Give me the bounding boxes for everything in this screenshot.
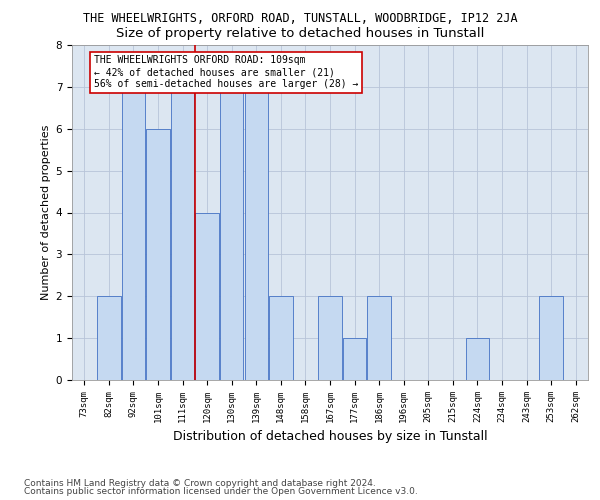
Bar	[122, 87, 145, 380]
Text: Size of property relative to detached houses in Tunstall: Size of property relative to detached ho…	[116, 28, 484, 40]
Text: Contains HM Land Registry data © Crown copyright and database right 2024.: Contains HM Land Registry data © Crown c…	[24, 478, 376, 488]
Text: THE WHEELWRIGHTS, ORFORD ROAD, TUNSTALL, WOODBRIDGE, IP12 2JA: THE WHEELWRIGHTS, ORFORD ROAD, TUNSTALL,…	[83, 12, 517, 26]
Bar	[466, 338, 489, 380]
Text: THE WHEELWRIGHTS ORFORD ROAD: 109sqm
← 42% of detached houses are smaller (21)
5: THE WHEELWRIGHTS ORFORD ROAD: 109sqm ← 4…	[94, 56, 358, 88]
Bar	[539, 296, 563, 380]
Bar	[245, 87, 268, 380]
X-axis label: Distribution of detached houses by size in Tunstall: Distribution of detached houses by size …	[173, 430, 487, 444]
Text: Contains public sector information licensed under the Open Government Licence v3: Contains public sector information licen…	[24, 487, 418, 496]
Bar	[171, 87, 194, 380]
Bar	[367, 296, 391, 380]
Bar	[343, 338, 366, 380]
Y-axis label: Number of detached properties: Number of detached properties	[41, 125, 52, 300]
Bar	[97, 296, 121, 380]
Bar	[319, 296, 341, 380]
Bar	[146, 128, 170, 380]
Bar	[269, 296, 293, 380]
Bar	[196, 212, 219, 380]
Bar	[220, 87, 244, 380]
